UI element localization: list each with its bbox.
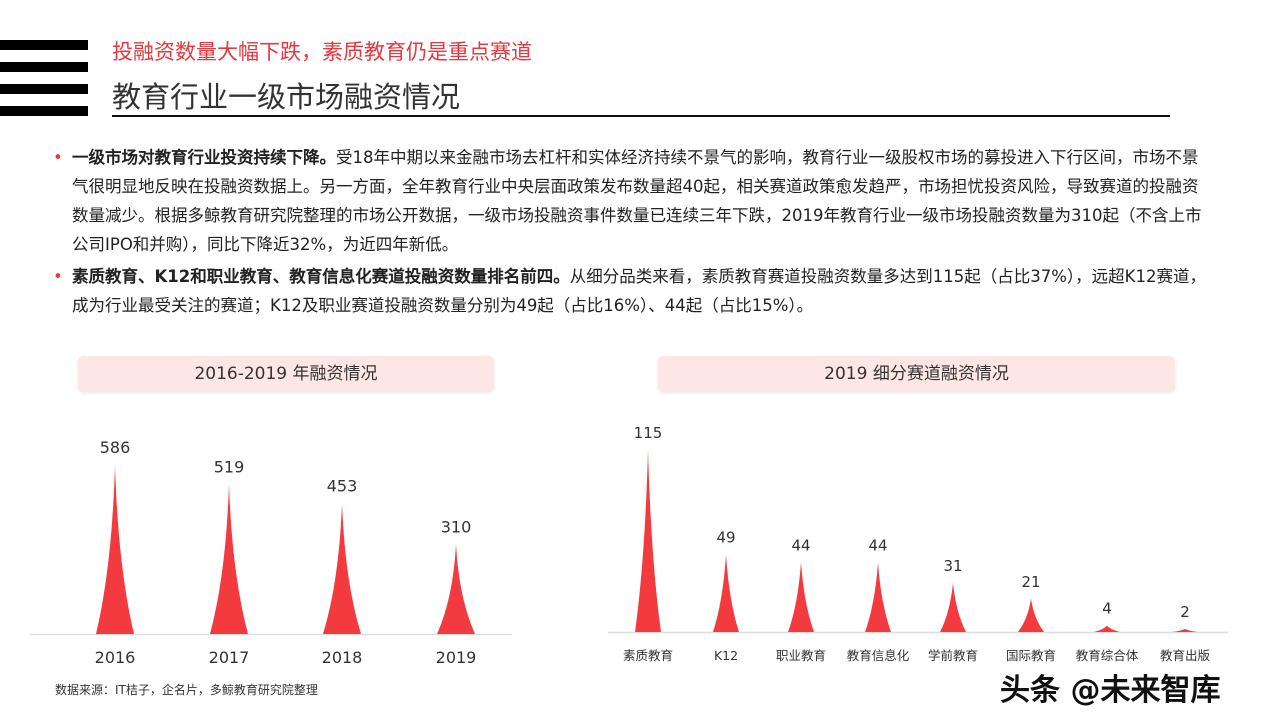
chart-2-category-label: 教育信息化 [847, 648, 910, 663]
chart-2-value-label: 31 [943, 557, 962, 575]
chart-1-category-label: 2019 [436, 648, 477, 667]
chart-2-category-label: 教育出版 [1160, 648, 1211, 663]
title-divider [112, 115, 1170, 117]
chart-2-value-label: 49 [716, 528, 735, 546]
chart-2-value-label: 21 [1021, 573, 1040, 591]
chart-2-category-label: 学前教育 [928, 648, 978, 663]
chart-1-bar [323, 503, 361, 634]
chart-2-bar [1094, 625, 1120, 632]
chart-2-category-label: 国际教育 [1006, 648, 1056, 663]
chart-2-value-label: 2 [1180, 603, 1190, 621]
chart-1-title: 2016-2019 年融资情况 [78, 356, 494, 392]
chart-2-category-label: 素质教育 [623, 648, 673, 663]
chart-2-bar [1018, 598, 1044, 632]
body-text: • 一级市场对教育行业投资持续下降。受18年中期以来金融市场去杠杆和实体经济持续不… [50, 143, 1210, 323]
chart-2-category-label: 教育综合体 [1076, 648, 1139, 663]
data-source: 数据来源：IT桔子，企名片，多鲸教育研究院整理 [55, 683, 318, 697]
chart-2-bar [635, 450, 661, 632]
logo-bars [0, 40, 88, 128]
chart-2-title: 2019 细分赛道融资情况 [658, 356, 1175, 392]
page-title: 教育行业一级市场融资情况 [112, 80, 461, 114]
chart-2-category-label: 职业教育 [776, 648, 826, 663]
chart-2-bar [865, 562, 891, 632]
chart-2-bar [940, 582, 966, 632]
chart-1-category-label: 2016 [95, 648, 136, 667]
chart-1-value-label: 310 [441, 518, 472, 537]
bullet-1: • 一级市场对教育行业投资持续下降。受18年中期以来金融市场去杠杆和实体经济持续不… [53, 148, 1202, 254]
bullet-2: • 素质教育、K12和职业教育、教育信息化赛道投融资数量排名前四。从细分品类来看，… [53, 267, 1206, 315]
chart-2-bar [713, 554, 739, 632]
chart-1-value-label: 519 [214, 457, 245, 476]
chart-1-bar [210, 484, 248, 634]
bullet-2-heading: 素质教育、K12和职业教育、教育信息化赛道投融资数量排名前四。 [72, 267, 570, 286]
chart-2-bar [788, 562, 814, 632]
chart-2-bar [1172, 628, 1198, 632]
chart-1-category-label: 2017 [209, 648, 250, 667]
bullet-2-text: 从细分品类来看，素质教育赛道投融资数量多达到115起（占比37%），远超K12赛… [72, 267, 1206, 315]
watermark: 头条 @未来智库 [1000, 673, 1221, 708]
chart-2-value-label: 44 [868, 536, 887, 554]
chart-1-value-label: 453 [327, 476, 358, 495]
bullet-1-heading: 一级市场对教育行业投资持续下降。 [72, 148, 336, 167]
chart-1-bar [437, 544, 475, 634]
chart-1-bar [96, 465, 134, 634]
chart-2-value-label: 44 [791, 536, 810, 554]
bullet-1-text: 受18年中期以来金融市场去杠杆和实体经济持续不景气的影响，教育行业一级股权市场的… [72, 148, 1202, 254]
chart-2-value-label: 4 [1102, 600, 1112, 618]
page-subtitle: 投融资数量大幅下跌，素质教育仍是重点赛道 [112, 40, 532, 64]
chart-2-value-label: 115 [634, 424, 663, 442]
chart-2-category-label: K12 [714, 648, 738, 663]
chart-1-category-label: 2018 [322, 648, 363, 667]
chart-1-value-label: 586 [100, 438, 131, 457]
